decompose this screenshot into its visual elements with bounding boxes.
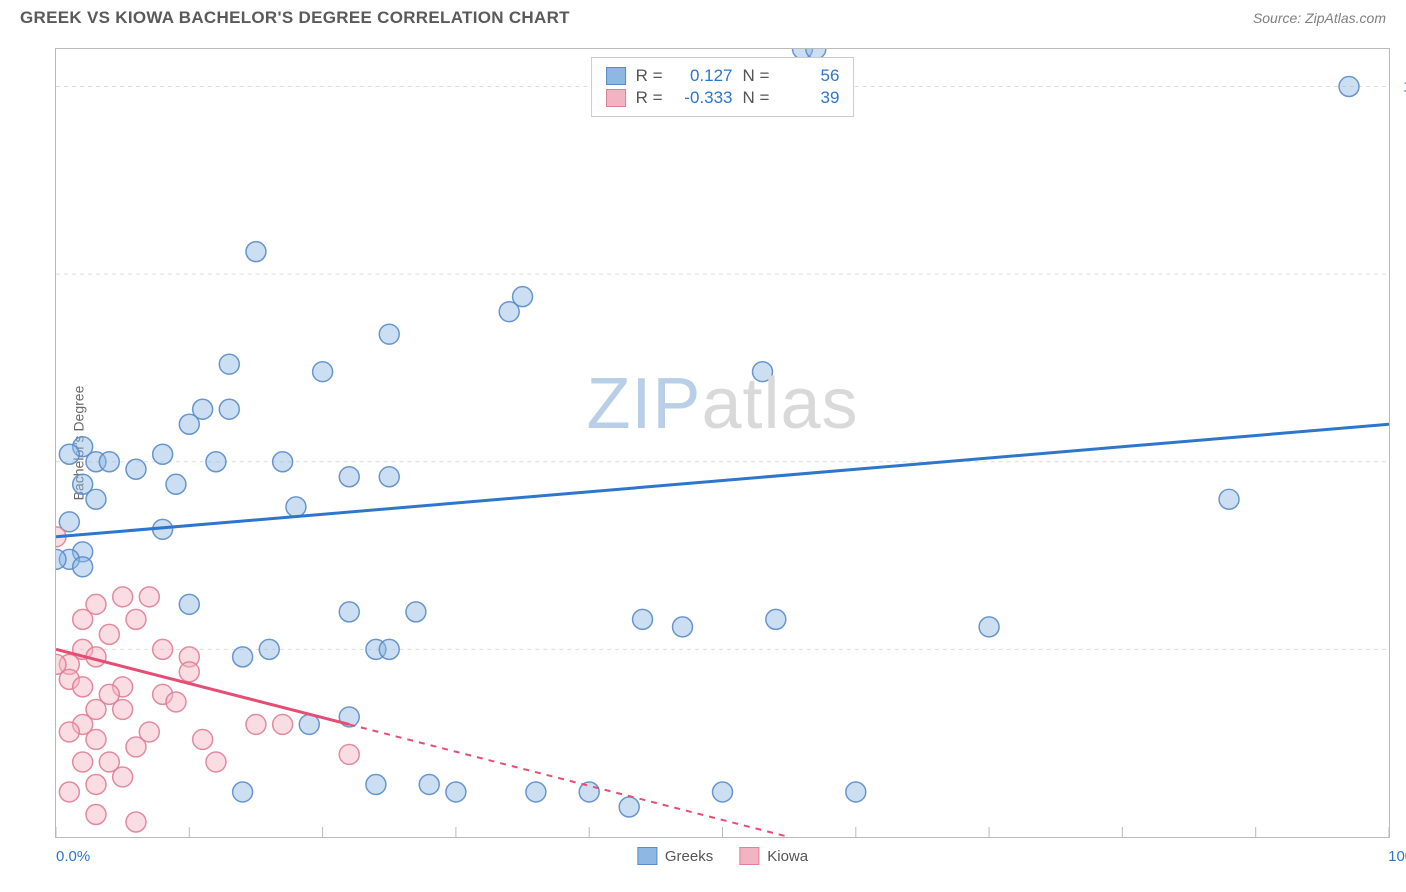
legend-item-greeks: Greeks	[637, 847, 713, 865]
swatch-kiowa-icon	[739, 847, 759, 865]
legend-label-kiowa: Kiowa	[767, 848, 808, 865]
swatch-greeks	[606, 67, 626, 85]
n-value-greeks: 56	[779, 66, 839, 86]
x-axis-max-label: 100.0%	[1388, 848, 1406, 865]
swatch-greeks-icon	[637, 847, 657, 865]
legend-row-kiowa: R = -0.333 N = 39	[606, 88, 840, 108]
r-value-kiowa: -0.333	[673, 88, 733, 108]
legend-correlation: R = 0.127 N = 56 R = -0.333 N = 39	[591, 57, 855, 117]
legend-series: Greeks Kiowa	[637, 847, 808, 865]
legend-row-greeks: R = 0.127 N = 56	[606, 66, 840, 86]
n-value-kiowa: 39	[779, 88, 839, 108]
swatch-kiowa	[606, 89, 626, 107]
r-label: R =	[636, 66, 663, 86]
legend-item-kiowa: Kiowa	[739, 847, 808, 865]
n-label: N =	[743, 66, 770, 86]
x-axis-min-label: 0.0%	[56, 848, 90, 865]
n-label: N =	[743, 88, 770, 108]
scatter-plot	[56, 49, 1389, 837]
chart-title: GREEK VS KIOWA BACHELOR'S DEGREE CORRELA…	[20, 8, 570, 28]
source-label: Source: ZipAtlas.com	[1253, 10, 1386, 26]
chart-container: Bachelor's Degree ZIPatlas R = 0.127 N =…	[55, 48, 1390, 838]
r-label: R =	[636, 88, 663, 108]
r-value-greeks: 0.127	[673, 66, 733, 86]
legend-label-greeks: Greeks	[665, 848, 713, 865]
